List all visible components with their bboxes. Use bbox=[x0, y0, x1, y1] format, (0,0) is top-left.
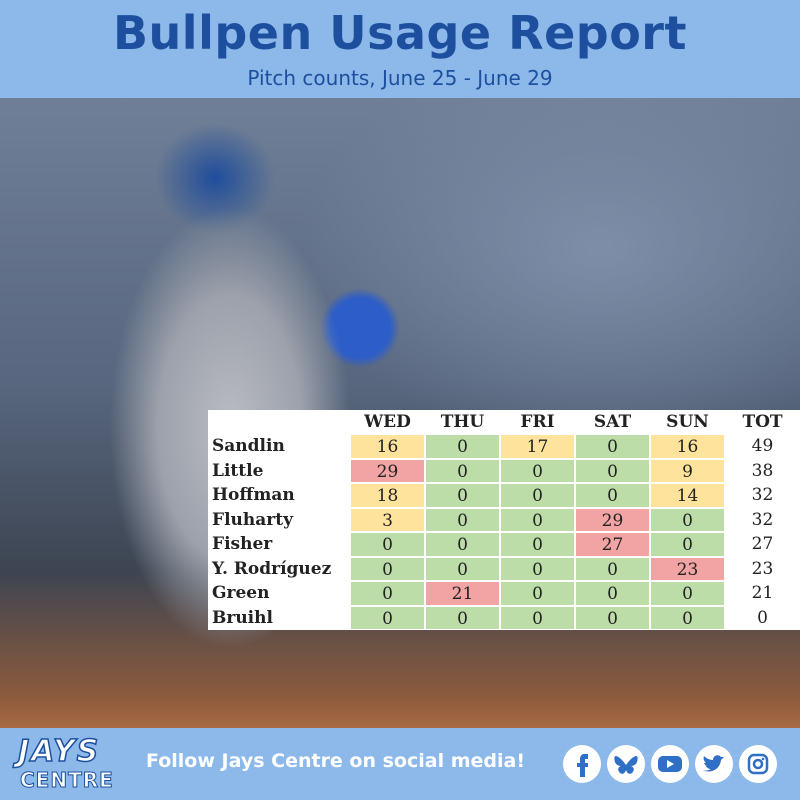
pitch-count: 0 bbox=[500, 483, 575, 508]
pitcher-name: Fisher bbox=[212, 534, 273, 554]
pitch-total: 0 bbox=[757, 607, 768, 628]
usage-table: WED THU FRI SAT SUN TOT Sandlin 16 0 17 0 16 49 Littl… bbox=[208, 410, 800, 630]
column-header: WED bbox=[364, 412, 411, 432]
column-header: TOT bbox=[742, 412, 783, 432]
pitch-count: 0 bbox=[350, 581, 425, 606]
pitch-count: 16 bbox=[350, 434, 425, 459]
footer-text: Follow Jays Centre on social media! bbox=[146, 750, 525, 772]
instagram-icon[interactable] bbox=[739, 745, 777, 783]
footer: JAYS CENTRE Follow Jays Centre on social… bbox=[0, 728, 800, 800]
pitcher-name: Fluharty bbox=[212, 509, 293, 530]
pitch-total: 38 bbox=[751, 460, 774, 481]
pitch-count: 0 bbox=[500, 605, 575, 630]
logo-text: JAYS bbox=[17, 733, 101, 770]
pitch-total: 27 bbox=[751, 534, 774, 554]
pitch-count: 0 bbox=[425, 532, 500, 557]
pitch-count: 0 bbox=[350, 532, 425, 557]
pitch-count: 23 bbox=[650, 556, 725, 581]
pitch-count: 17 bbox=[500, 434, 575, 459]
pitch-count: 0 bbox=[650, 605, 725, 630]
pitch-count: 0 bbox=[425, 483, 500, 508]
column-header: SUN bbox=[666, 412, 709, 432]
pitch-count: 21 bbox=[425, 581, 500, 606]
pitcher-name: Sandlin bbox=[212, 436, 285, 456]
pitch-count: 29 bbox=[350, 458, 425, 483]
column-header: FRI bbox=[520, 412, 555, 432]
pitch-count: 27 bbox=[575, 532, 650, 557]
pitch-total: 49 bbox=[751, 436, 774, 456]
column-header: THU bbox=[440, 412, 485, 432]
pitch-count: 0 bbox=[500, 556, 575, 581]
pitch-total: 21 bbox=[751, 583, 774, 603]
pitch-count: 0 bbox=[575, 483, 650, 508]
pitch-count: 0 bbox=[425, 434, 500, 459]
pitch-count: 0 bbox=[575, 581, 650, 606]
pitch-count: 0 bbox=[350, 605, 425, 630]
pitch-count: 0 bbox=[575, 556, 650, 581]
pitch-count: 0 bbox=[425, 458, 500, 483]
column-header: SAT bbox=[593, 412, 632, 432]
pitch-count: 3 bbox=[350, 507, 425, 532]
pitcher-name: Hoffman bbox=[212, 485, 295, 505]
facebook-icon[interactable] bbox=[563, 745, 601, 783]
pitch-count: 0 bbox=[575, 605, 650, 630]
pitch-count: 0 bbox=[650, 581, 725, 606]
pitch-count: 0 bbox=[575, 458, 650, 483]
pitch-count: 0 bbox=[500, 532, 575, 557]
pitcher-name: Y. Rodríguez bbox=[212, 558, 332, 579]
header: Bullpen Usage Report Pitch counts, June … bbox=[0, 0, 800, 98]
pitch-count: 0 bbox=[650, 532, 725, 557]
title: Bullpen Usage Report bbox=[113, 6, 687, 60]
pitch-count: 0 bbox=[425, 605, 500, 630]
pitch-count: 29 bbox=[575, 507, 650, 532]
youtube-icon[interactable] bbox=[651, 745, 689, 783]
pitch-count: 16 bbox=[650, 434, 725, 459]
pitcher-name: Green bbox=[212, 583, 270, 603]
pitch-count: 0 bbox=[500, 581, 575, 606]
pitch-count: 0 bbox=[425, 556, 500, 581]
pitch-count: 0 bbox=[500, 458, 575, 483]
subtitle: Pitch counts, June 25 - June 29 bbox=[247, 66, 553, 90]
logo-text: CENTRE bbox=[20, 768, 114, 793]
pitch-count: 18 bbox=[350, 483, 425, 508]
bluesky-icon[interactable] bbox=[607, 745, 645, 783]
pitch-count: 0 bbox=[425, 507, 500, 532]
pitch-total: 32 bbox=[751, 485, 774, 505]
pitcher-name: Bruihl bbox=[212, 607, 273, 628]
twitter-icon[interactable] bbox=[695, 745, 733, 783]
social-icons bbox=[563, 745, 777, 783]
pitch-count: 0 bbox=[575, 434, 650, 459]
pitch-count: 0 bbox=[350, 556, 425, 581]
pitch-count: 0 bbox=[500, 507, 575, 532]
pitch-count: 0 bbox=[650, 507, 725, 532]
pitch-count: 14 bbox=[650, 483, 725, 508]
pitch-total: 23 bbox=[751, 558, 774, 579]
pitcher-name: Little bbox=[212, 460, 264, 481]
pitch-count: 9 bbox=[650, 458, 725, 483]
pitch-total: 32 bbox=[751, 509, 774, 530]
